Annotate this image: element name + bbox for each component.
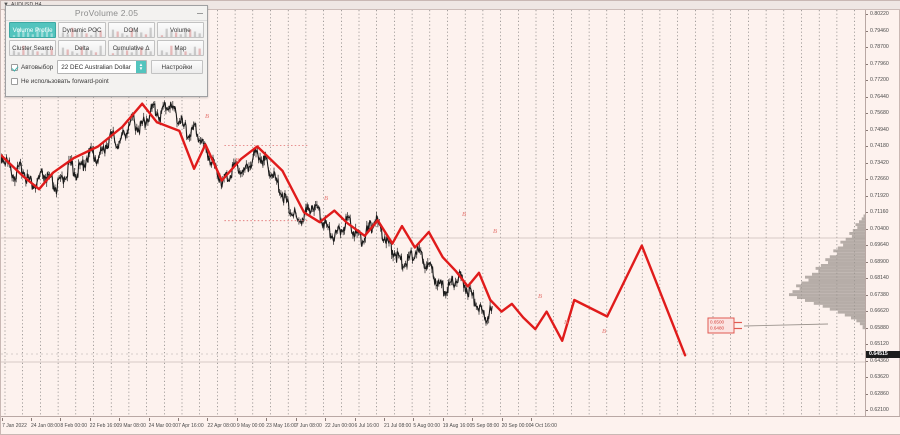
price-tick: 0.67380: [866, 292, 900, 298]
time-tick: 9 May 00:00: [236, 418, 265, 429]
price-tick: 0.66620: [866, 308, 900, 314]
wave-label: B: [235, 157, 239, 164]
symbol-select[interactable]: 22 DEC Australian Dollar ▲ ▼: [57, 60, 147, 74]
price-tick: 0.68140: [866, 275, 900, 281]
time-tick: 20 Sep 00:00: [501, 418, 532, 429]
forward-point-checkbox[interactable]: Не использовать forward-point: [11, 78, 207, 85]
chart-symbol-label: AUDUSD,H4: [11, 2, 42, 9]
panel-button-dom[interactable]: DOM: [107, 22, 155, 38]
panel-button-label: Map: [174, 44, 187, 52]
autoselect-label: Автовыбор: [21, 63, 54, 71]
price-tick: 0.70400: [866, 226, 900, 232]
wave-label: B: [493, 228, 497, 235]
price-tick: 0.74940: [866, 127, 900, 133]
time-tick: 23 May 16:00: [266, 418, 297, 429]
time-tick: 9 Mar 08:00: [119, 418, 146, 429]
price-tick: 0.65880: [866, 325, 900, 331]
time-tick: 6 Jul 16:00: [354, 418, 379, 429]
price-tick: 0.78700: [866, 44, 900, 50]
time-tick: 24 Jan 08:00: [30, 418, 60, 429]
price-tick: 0.77200: [866, 77, 900, 83]
panel-button-delta[interactable]: Delta: [58, 40, 106, 56]
price-tick: 0.71920: [866, 193, 900, 199]
time-tick: 24 Mar 00:00: [148, 418, 179, 429]
settings-button[interactable]: Настройки: [151, 60, 203, 74]
price-tick: 0.80220: [866, 11, 900, 17]
provolume-panel[interactable]: ProVolume 2.05 Volume Profile Dynamic POC…: [5, 5, 208, 97]
minimize-icon[interactable]: [197, 13, 203, 14]
wave-label: B: [462, 211, 466, 218]
time-tick: 21 Jul 08:00: [383, 418, 412, 429]
panel-button-label: DOM: [123, 26, 139, 34]
panel-forward-point-row: Не использовать forward-point: [6, 74, 207, 85]
panel-button-map[interactable]: Map: [156, 40, 204, 56]
price-tick: 0.62100: [866, 407, 900, 413]
price-tick: 0.62860: [866, 391, 900, 397]
wave-label: B: [602, 328, 606, 335]
time-tick: 22 Apr 08:00: [207, 418, 236, 429]
panel-button-cumulative[interactable]: Cumulative Δ: [107, 40, 155, 56]
time-tick: 7 Jan 2022: [2, 418, 27, 429]
price-tick: 0.68900: [866, 259, 900, 265]
panel-button-volume-profile[interactable]: Volume Profile: [9, 22, 57, 38]
time-tick: 19 Aug 16:00: [442, 418, 473, 429]
forward-point-label: Не использовать forward-point: [21, 78, 109, 85]
time-tick: 5 Aug 00:00: [413, 418, 441, 429]
price-tick: 0.77960: [866, 61, 900, 67]
price-box-value: 0.6500: [710, 320, 724, 325]
panel-button-label: Cluster Search: [12, 44, 54, 52]
symbol-value: 22 DEC Australian Dollar: [61, 63, 131, 71]
price-axis[interactable]: 0.80220 0.79460 0.78700 0.77960 0.77200 0.764…: [865, 10, 900, 418]
panel-button-grid: Volume Profile Dynamic POC DOM Volume Cluste…: [6, 21, 207, 56]
panel-button-cluster-search[interactable]: Cluster Search: [9, 40, 57, 56]
spinner-updown-icon[interactable]: ▲ ▼: [136, 61, 146, 73]
autoselect-checkbox[interactable]: Автовыбор: [11, 63, 54, 71]
chart-titlebar: ▼ AUDUSD,H4: [1, 1, 900, 10]
price-tick: 0.73420: [866, 160, 900, 166]
chart-plot-area[interactable]: B B B B B B B B 0.6500 0.6480: [1, 10, 867, 418]
wave-label: B: [538, 293, 542, 300]
price-box-value: 0.6480: [710, 326, 724, 331]
price-tick: 0.74180: [866, 143, 900, 149]
panel-button-label: Volume: [170, 26, 191, 34]
price-tick: 0.72660: [866, 176, 900, 182]
panel-button-volume[interactable]: Volume: [156, 22, 204, 38]
time-axis[interactable]: 7 Jan 2022 24 Jan 08:00 8 Feb 00:00 22 Feb …: [1, 416, 900, 434]
price-tick: 0.71160: [866, 209, 900, 215]
panel-header: ProVolume 2.05: [6, 6, 207, 21]
wave-label: B: [564, 319, 568, 326]
price-tick: 0.69640: [866, 242, 900, 248]
time-tick: 22 Feb 16:00: [89, 418, 120, 429]
price-tick: 0.76440: [866, 94, 900, 100]
price-tick: 0.63620: [866, 374, 900, 380]
wave-label: B: [324, 195, 328, 202]
panel-title: ProVolume 2.05: [74, 8, 139, 18]
panel-button-label: Cumulative Δ: [112, 44, 150, 52]
panel-button-label: Dynamic POC: [62, 26, 102, 34]
panel-symbol-row: Автовыбор 22 DEC Australian Dollar ▲ ▼ На…: [6, 56, 207, 74]
checkbox-box-icon: [11, 78, 18, 85]
time-tick: 8 Feb 00:00: [60, 418, 88, 429]
time-tick: 5 Sep 08:00: [472, 418, 500, 429]
panel-button-label: Delta: [74, 44, 90, 52]
price-tick: 0.79460: [866, 28, 900, 34]
time-tick: 7 Apr 16:00: [178, 418, 204, 429]
panel-button-dynamic-poc[interactable]: Dynamic POC: [58, 22, 106, 38]
time-tick: 7 Jun 08:00: [295, 418, 322, 429]
price-tick: 0.64360: [866, 358, 900, 364]
triangle-down-icon[interactable]: ▼: [3, 2, 9, 9]
price-tick: 0.75680: [866, 110, 900, 116]
current-price-label: 0.64515: [866, 351, 900, 358]
time-tick: 22 Jun 00:00: [325, 418, 355, 429]
price-tick: 0.65120: [866, 341, 900, 347]
checkbox-box-icon: [11, 63, 18, 71]
panel-button-label: Volume Profile: [12, 26, 53, 34]
time-tick: 4 Oct 16:00: [531, 418, 557, 429]
wave-label: B: [205, 113, 209, 120]
